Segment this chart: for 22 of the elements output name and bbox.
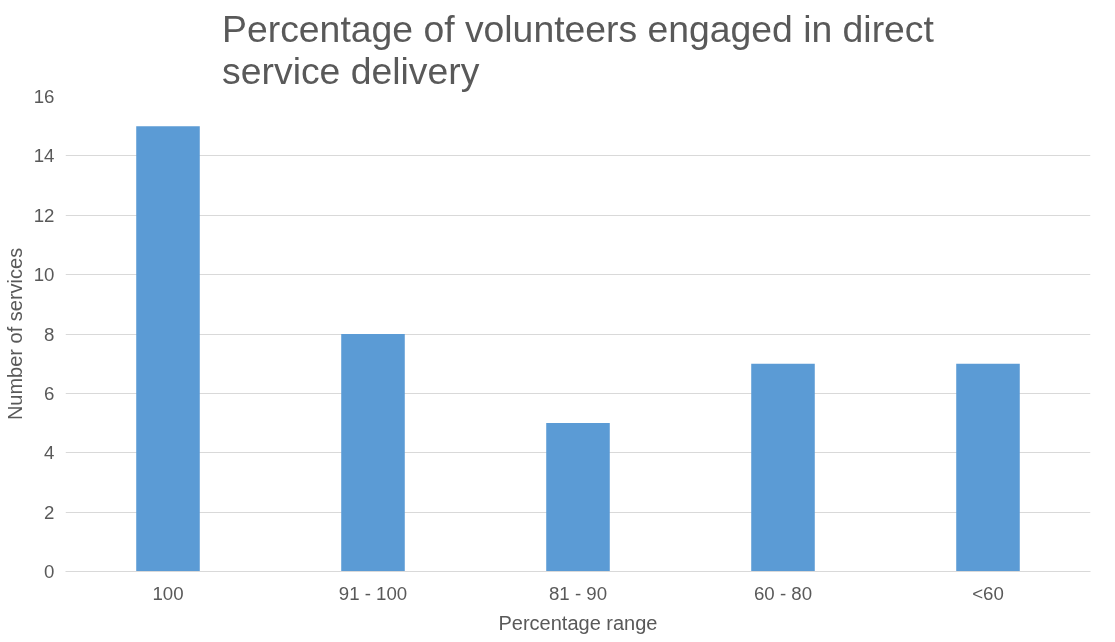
y-tick-label: 2 [44, 501, 55, 523]
chart-title: Percentage of volunteers engaged in direct service delivery [222, 7, 935, 92]
y-tick-label: 14 [33, 145, 55, 167]
x-axis-title: Percentage range [498, 611, 658, 634]
bar [546, 423, 610, 572]
y-tick-label: 8 [44, 323, 55, 345]
y-tick-label: 16 [33, 86, 55, 107]
x-tick-label: <60 [972, 582, 1004, 604]
x-tick-label: 100 [152, 582, 184, 604]
y-tick-label: 0 [44, 561, 55, 582]
y-tick-label: 10 [33, 264, 55, 286]
x-tick-label: 81 - 90 [548, 582, 608, 604]
y-tick-label: 4 [44, 442, 55, 464]
y-tick-label: 6 [44, 382, 55, 404]
y-tick-label: 12 [33, 204, 55, 226]
x-tick-label: 60 - 80 [753, 582, 813, 604]
bar [956, 363, 1020, 572]
y-axis-title: Number of services [3, 247, 26, 421]
x-tick-label: 91 - 100 [338, 582, 408, 604]
bar [136, 126, 200, 572]
bar [751, 363, 815, 572]
bar [341, 334, 405, 572]
